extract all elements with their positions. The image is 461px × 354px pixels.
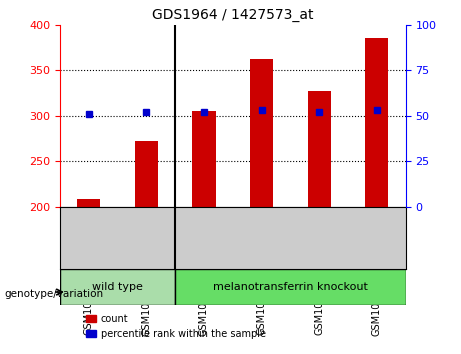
FancyBboxPatch shape: [175, 269, 406, 306]
Legend: count, percentile rank within the sample: count, percentile rank within the sample: [82, 310, 269, 342]
Bar: [250, 59, 273, 207]
Text: wild type: wild type: [92, 282, 143, 292]
Bar: [135, 141, 158, 207]
Bar: [193, 111, 216, 207]
Bar: [77, 199, 100, 207]
Text: melanotransferrin knockout: melanotransferrin knockout: [213, 282, 368, 292]
Bar: [365, 39, 388, 207]
Bar: [308, 91, 331, 207]
Title: GDS1964 / 1427573_at: GDS1964 / 1427573_at: [152, 8, 313, 22]
Text: genotype/variation: genotype/variation: [5, 289, 104, 299]
FancyBboxPatch shape: [60, 269, 175, 306]
